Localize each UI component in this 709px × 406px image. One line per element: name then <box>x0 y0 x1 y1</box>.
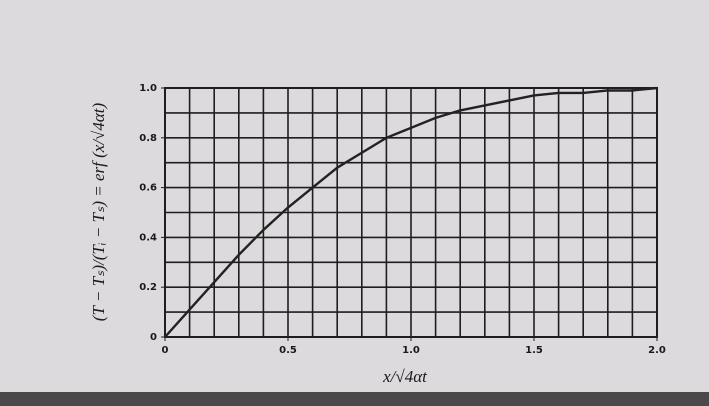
x-tick-label: 0.5 <box>279 345 297 356</box>
x-tick-label: 2.0 <box>648 345 666 356</box>
y-tick-label: 0.8 <box>139 133 157 144</box>
x-tick-label: 1.5 <box>525 345 543 356</box>
x-tick-label: 1.0 <box>402 345 420 356</box>
x-tick-label: 0 <box>162 345 169 356</box>
y-tick-label: 0.2 <box>139 282 157 293</box>
photo-edge <box>0 392 709 406</box>
y-tick-label: 0.4 <box>139 232 157 243</box>
x-axis-label: x/√4αt <box>382 367 428 386</box>
data-line <box>164 86 658 338</box>
y-axis-label: (T − Tₛ)/(Tᵢ − Tₛ) = erf (x/√4αt) <box>89 102 108 321</box>
y-tick-label: 1.0 <box>139 83 157 94</box>
y-tick-label: 0.6 <box>139 183 157 194</box>
y-tick-label: 0 <box>150 332 157 343</box>
